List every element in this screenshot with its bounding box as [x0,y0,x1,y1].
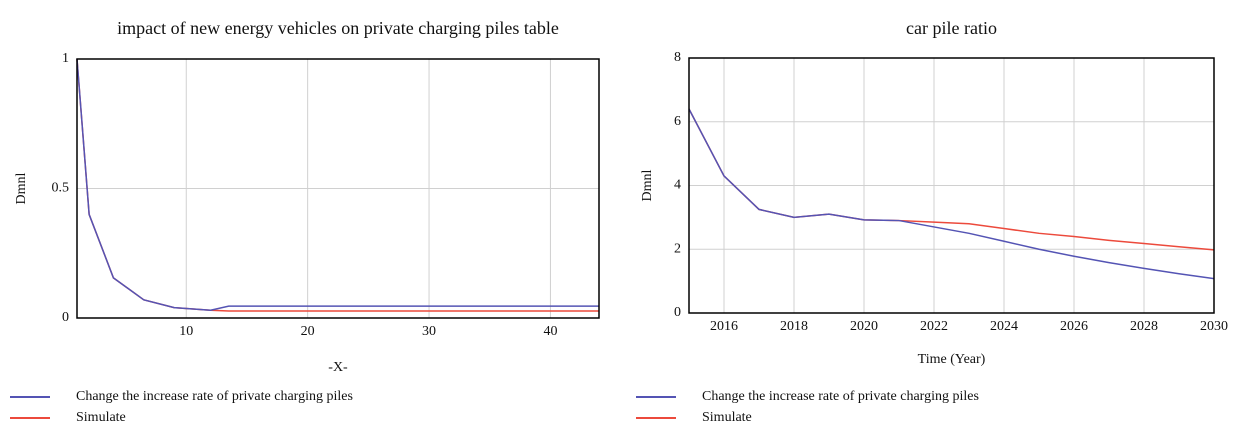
chart-title: car pile ratio [906,18,997,38]
x-tick-label: 2030 [1200,319,1228,334]
y-axis-label: Dmnl [640,169,655,201]
x-tick-label: 2026 [1060,319,1088,334]
x-tick-label: 2018 [780,319,808,334]
plot-frame [76,58,600,319]
y-tick-label: 1 [62,51,69,66]
y-tick-label: 0 [62,310,69,325]
series-line [688,108,1215,280]
x-axis-label: -X- [328,360,348,375]
y-axis-label: Dmnl [14,172,29,204]
y-tick-label: 2 [674,241,681,256]
x-tick-label: 30 [422,324,436,339]
chart-title: impact of new energy vehicles on private… [117,18,559,38]
y-tick-label: 6 [674,114,681,129]
series-line [76,58,599,312]
chart: car pile ratio Time (Year) Dmnl 0 2 4 6 8 2016 20… [636,18,1228,425]
y-tick-label: 8 [674,50,681,65]
y-tick-label: 0 [674,305,681,320]
x-tick-label: 2022 [920,319,948,334]
legend-label: Change the increase rate of private char… [702,389,979,404]
x-tick-label: 40 [543,324,557,339]
x-axis-label: Time (Year) [918,352,986,367]
y-tick-label: 0.5 [52,181,70,196]
x-tick-label: 20 [301,324,315,339]
legend-label: Simulate [76,410,126,425]
legend-label: Change the increase rate of private char… [76,389,353,404]
x-tick-label: 2016 [710,319,738,334]
x-tick-label: 2024 [990,319,1018,334]
plot-frame [688,57,1215,314]
x-tick-label: 2020 [850,319,878,334]
series-line [76,58,599,311]
x-tick-label: 10 [179,324,193,339]
x-tick-label: 2028 [1130,319,1158,334]
y-tick-label: 4 [674,178,681,193]
chart: impact of new energy vehicles on private… [10,18,600,425]
series-line [688,108,1215,251]
legend-label: Simulate [702,410,752,425]
